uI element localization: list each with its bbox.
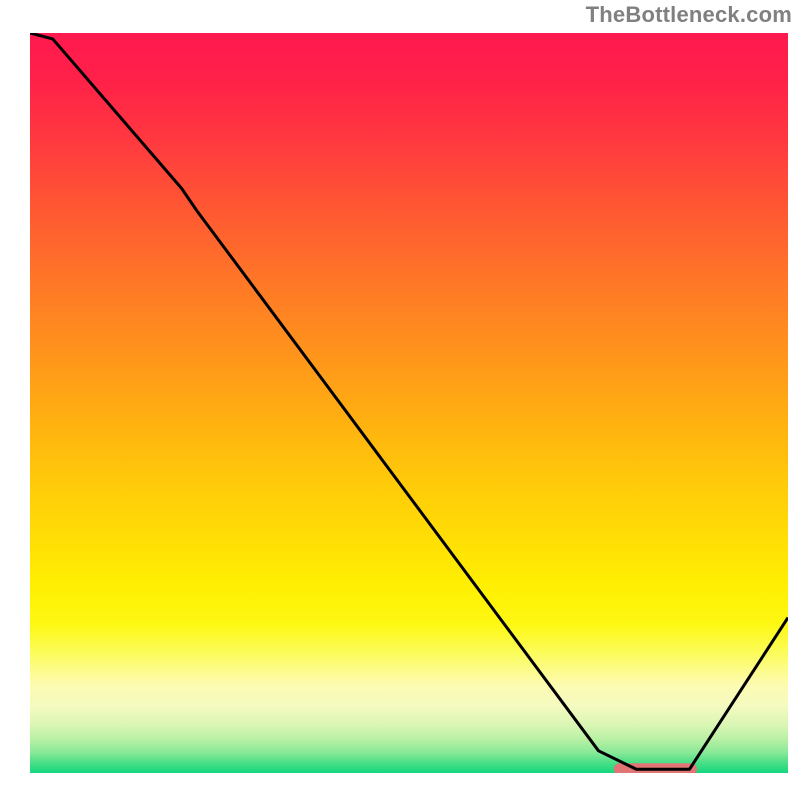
bottleneck-curve: [30, 33, 788, 769]
chart-svg: [30, 33, 788, 773]
watermark-label: TheBottleneck.com: [586, 2, 792, 28]
chart-container: TheBottleneck.com: [0, 0, 800, 800]
plot-area: [30, 33, 788, 773]
